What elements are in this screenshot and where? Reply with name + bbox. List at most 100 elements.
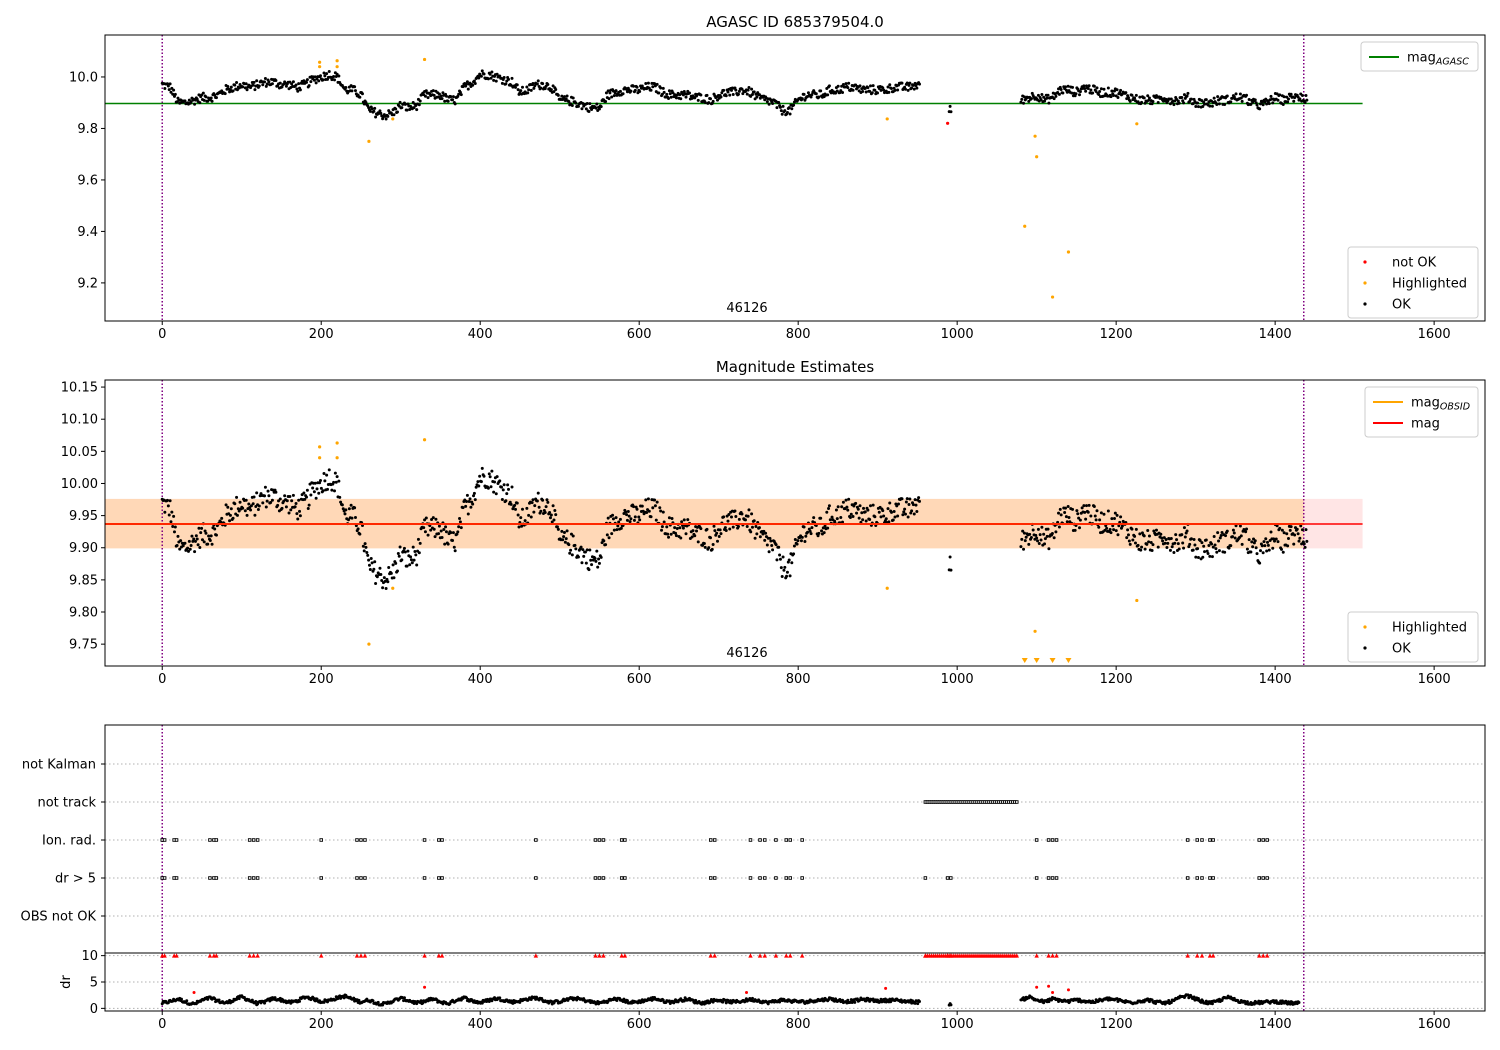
dr-point — [1243, 999, 1247, 1003]
data-point-ok — [414, 553, 418, 557]
data-point-ok — [1249, 102, 1253, 106]
data-point-ok — [317, 491, 321, 495]
data-point-ok — [1147, 98, 1151, 102]
data-point-ok — [209, 534, 213, 538]
data-point-ok — [1250, 540, 1254, 544]
data-point-ok — [315, 487, 319, 491]
data-point-ok — [1095, 86, 1099, 90]
offscale-marker — [1021, 658, 1028, 663]
data-point-ok — [625, 518, 629, 522]
data-point-ok — [213, 527, 217, 531]
data-point-ok — [1238, 92, 1242, 96]
data-point-ok — [879, 515, 883, 519]
data-point-ok — [836, 84, 840, 88]
y-tick-label: 10.0 — [69, 70, 98, 85]
obsid-annotation: 46126 — [726, 301, 767, 316]
dr-clipped-marker — [1210, 953, 1216, 958]
dr-point — [1204, 999, 1208, 1003]
data-point-ok — [166, 84, 170, 88]
data-point-ok — [1057, 92, 1061, 96]
data-point-ok — [667, 89, 671, 93]
data-point-ok — [167, 513, 171, 517]
data-point-ok — [168, 82, 172, 86]
flag-dr-gt-5 — [214, 876, 219, 880]
data-point-ok — [166, 504, 170, 508]
data-point-ok — [302, 491, 306, 495]
data-point-ok — [628, 520, 632, 524]
data-point-ok — [1077, 516, 1081, 520]
data-point-ok — [179, 539, 183, 543]
data-point-ok — [1074, 92, 1078, 96]
flag-ion-rad — [534, 838, 538, 842]
flag-ion-rad — [708, 838, 713, 842]
data-point-ok — [358, 532, 362, 536]
data-point-ok — [890, 510, 894, 514]
data-point-ok — [910, 86, 914, 90]
data-point-ok — [1201, 555, 1205, 559]
data-point-ok — [755, 532, 759, 536]
x-tick-label: 800 — [786, 672, 811, 687]
data-point-ok — [1066, 84, 1070, 88]
data-point-ok — [1082, 84, 1086, 88]
data-point-ok — [461, 85, 465, 89]
data-point-ok — [374, 582, 378, 586]
data-point-ok — [296, 89, 300, 93]
data-point-ok — [816, 534, 820, 538]
data-point-ok — [597, 561, 601, 565]
data-point-ok — [1022, 547, 1026, 551]
data-point-ok — [515, 501, 519, 505]
data-point-ok — [809, 532, 813, 536]
y-tick-label: 9.95 — [69, 509, 98, 524]
data-point-ok — [1208, 104, 1212, 108]
flag-ion-rad — [319, 838, 323, 842]
data-point-ok — [303, 497, 307, 501]
data-point-ok — [514, 507, 518, 511]
flag-ion-rad — [1046, 838, 1051, 842]
data-point-ok — [1205, 549, 1209, 553]
data-point-ok — [1215, 102, 1219, 106]
data-point-ok — [1182, 546, 1186, 550]
data-point-ok — [1039, 98, 1043, 102]
data-point-ok — [896, 88, 900, 92]
data-point-ok — [284, 84, 288, 88]
dr-point — [357, 998, 361, 1002]
data-point-ok — [1201, 104, 1205, 108]
data-point-ok — [274, 490, 278, 494]
data-point-ok — [1240, 99, 1244, 103]
data-point-ok — [412, 558, 416, 562]
data-point-ok — [1140, 100, 1144, 104]
data-point-ok — [1102, 87, 1106, 91]
data-point-ok — [908, 497, 912, 501]
dr-point-not-ok — [884, 986, 888, 990]
dr-point — [419, 999, 423, 1003]
data-point-ok — [290, 82, 294, 86]
x-tick-label: 1200 — [1100, 1017, 1133, 1032]
data-point-ok — [449, 531, 453, 535]
data-point-ok — [906, 88, 910, 92]
data-point-ok — [464, 504, 468, 508]
data-point-ok — [1300, 542, 1304, 546]
data-point-ok — [1214, 547, 1218, 551]
data-point-ok — [375, 575, 379, 579]
data-point-ok — [661, 86, 665, 90]
data-point-ok — [395, 569, 399, 573]
x-tick-label: 1000 — [941, 327, 974, 342]
data-point-ok — [1194, 555, 1198, 559]
dr-clipped-marker — [773, 953, 779, 958]
data-point-ok — [198, 546, 202, 550]
data-point-ok — [674, 531, 678, 535]
data-point-ok — [490, 70, 494, 74]
data-point-ok — [1265, 102, 1269, 106]
data-point-ok — [571, 534, 575, 538]
data-point-ok — [855, 511, 859, 515]
data-point-ok — [896, 514, 900, 518]
data-point-ok — [531, 81, 535, 85]
data-point-ok — [712, 524, 716, 528]
data-point-ok — [478, 474, 482, 478]
data-point-ok — [458, 520, 462, 524]
dr-clipped-marker — [439, 953, 445, 958]
data-point-ok — [749, 530, 753, 534]
data-point-ok — [635, 85, 639, 89]
data-point-ok — [1030, 91, 1034, 95]
data-point-ok — [616, 524, 620, 528]
